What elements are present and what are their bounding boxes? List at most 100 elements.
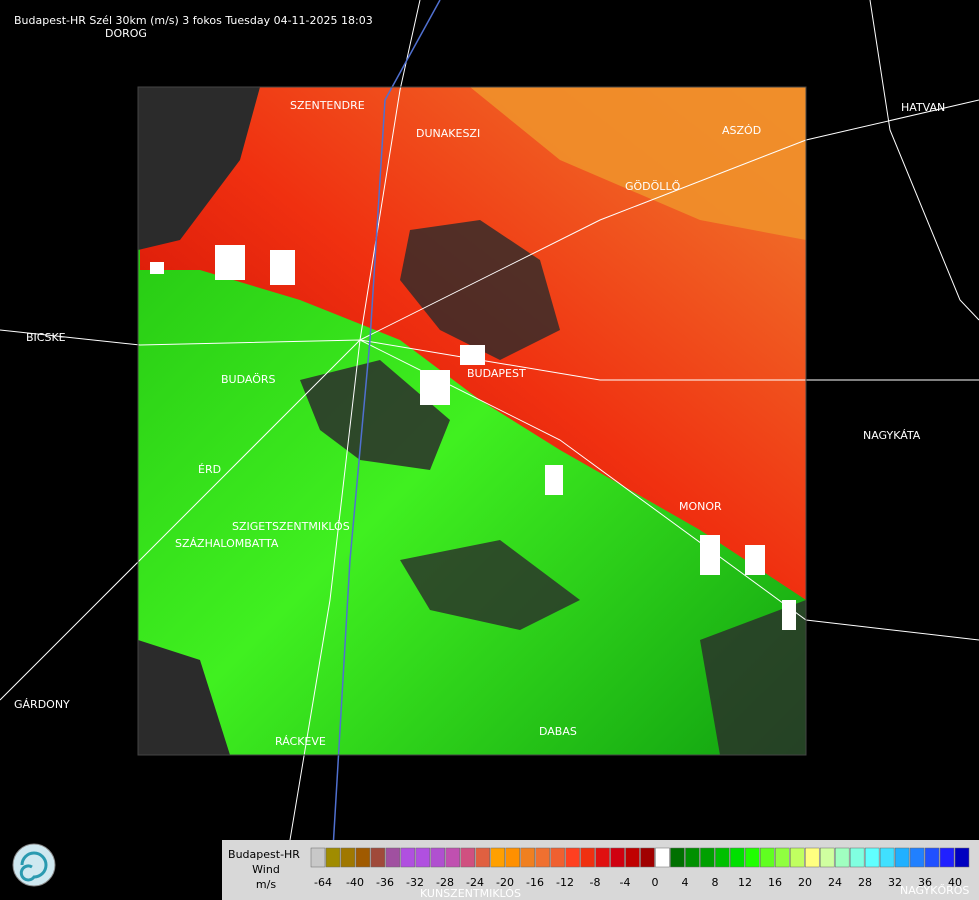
road (359, 339, 979, 641)
legend-tick: 0 (652, 876, 659, 889)
place-label: KUNSZENTMIKLÓS (420, 887, 521, 900)
road (869, 0, 979, 321)
speckle (215, 245, 245, 280)
place-label: DUNAKESZI (416, 127, 480, 140)
legend-swatch (490, 847, 505, 868)
no-echo (300, 360, 450, 470)
place-label: DOROG (105, 27, 147, 40)
legend-swatch (760, 847, 775, 868)
legend-swatch (655, 847, 670, 868)
legend-tick: 12 (738, 876, 752, 889)
speckle (782, 600, 796, 630)
speckle (420, 370, 450, 405)
place-label: ÉRD (198, 463, 221, 476)
no-echo (138, 87, 260, 250)
legend-swatch (700, 847, 715, 868)
place-label: NAGYKŐRÖS (900, 883, 969, 897)
place-label: SZENTENDRE (290, 99, 365, 112)
place-label: HATVAN (901, 101, 945, 114)
place-label: GÁRDONY (14, 698, 70, 711)
legend-tick: -64 (314, 876, 332, 889)
place-label: BUDAPEST (467, 367, 526, 380)
legend-swatch (610, 847, 625, 868)
legend-swatch (580, 847, 595, 868)
road (279, 339, 361, 900)
speckle (150, 262, 164, 274)
legend-tick: 36 (918, 876, 932, 889)
legend-swatch (475, 847, 490, 868)
legend-swatch (790, 847, 805, 868)
legend-swatch (805, 847, 820, 868)
logo-swirl (19, 851, 48, 882)
speckle (545, 465, 563, 495)
road (0, 339, 361, 701)
no-echo (400, 220, 560, 360)
legend-swatch (400, 847, 416, 868)
legend-swatch (864, 847, 880, 868)
legend-tick: 16 (768, 876, 782, 889)
legend-swatch (715, 847, 730, 868)
no-echo (138, 640, 230, 755)
place-label: BUDAÖRS (221, 373, 276, 386)
legend-swatch (834, 847, 850, 868)
legend-swatch (535, 847, 550, 868)
legend-swatch (565, 847, 580, 868)
legend-tick: 28 (858, 876, 872, 889)
river (329, 0, 441, 900)
legend-tick: 40 (948, 876, 962, 889)
legend-swatch (430, 847, 446, 868)
legend-tick: -32 (406, 876, 424, 889)
legend-label: m/s (256, 878, 276, 891)
speckle (270, 250, 295, 285)
legend-swatch (685, 847, 700, 868)
legend-swatch (505, 847, 520, 868)
legend-tick: -12 (556, 876, 574, 889)
legend-swatch (370, 847, 386, 868)
legend-tick: -28 (436, 876, 454, 889)
legend-swatch (775, 847, 790, 868)
legend-tick: 32 (888, 876, 902, 889)
speckle (700, 535, 720, 575)
legend-tick: -36 (376, 876, 394, 889)
legend-tick: -20 (496, 876, 514, 889)
legend-swatch (849, 847, 865, 868)
place-label: DABAS (539, 725, 577, 738)
legend-tick: -8 (590, 876, 601, 889)
legend-tick: 8 (712, 876, 719, 889)
legend-swatch (730, 847, 745, 868)
legend-swatch (894, 847, 910, 868)
legend-swatch (625, 847, 640, 868)
place-label: SZÁZHALOMBATTA (175, 537, 279, 550)
legend-swatch (879, 847, 895, 868)
legend-swatch (520, 847, 535, 868)
legend-swatch (954, 847, 970, 868)
legend-swatch (939, 847, 955, 868)
legend-tick: -16 (526, 876, 544, 889)
speckle (745, 545, 765, 575)
title: Budapest-HR Szél 30km (m/s) 3 fokos Tues… (14, 14, 373, 27)
radar-border (137, 86, 807, 756)
legend-tick: -24 (466, 876, 484, 889)
legend-swatch (340, 847, 356, 868)
place-label: MONOR (679, 500, 722, 513)
legend-swatch (670, 847, 685, 868)
place-label: SZIGETSZENTMIKLÓS (232, 520, 350, 533)
road (359, 99, 979, 341)
legend-swatch (745, 847, 760, 868)
legend-tick: -40 (346, 876, 364, 889)
no-echo (700, 600, 806, 755)
place-label: ASZÓD (722, 124, 761, 137)
legend-tick: 4 (682, 876, 689, 889)
zero-velocity (150, 245, 796, 630)
legend-swatch (460, 847, 476, 868)
legend-swatch (310, 847, 326, 868)
place-label: BICSKE (26, 331, 66, 344)
legend-tick: 24 (828, 876, 842, 889)
place-label: NAGYKÁTA (863, 429, 921, 442)
legend-swatch (355, 847, 371, 868)
legend-swatch (909, 847, 925, 868)
logo (12, 843, 56, 887)
legend-label: Wind (252, 863, 280, 876)
